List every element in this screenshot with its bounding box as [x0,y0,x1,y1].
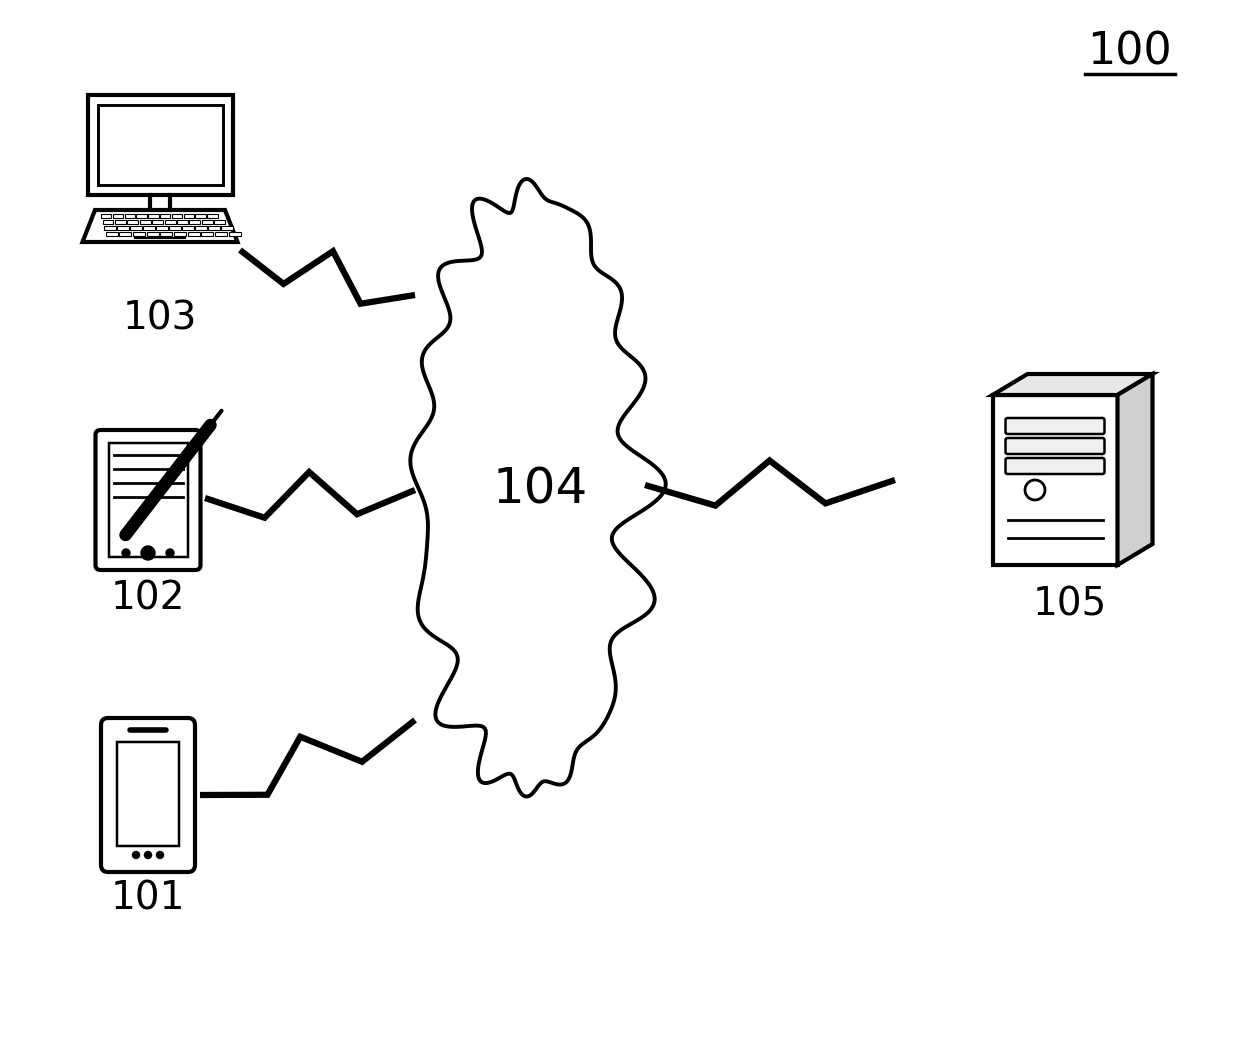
Bar [152,220,163,224]
Polygon shape [411,179,666,796]
Bar [993,395,1117,565]
FancyBboxPatch shape [1005,438,1105,454]
Text: 101: 101 [111,880,185,918]
Bar [143,226,154,230]
Bar [195,226,207,230]
Bar [174,232,186,236]
Bar [160,232,173,236]
Bar [147,232,159,236]
Bar [97,105,222,185]
Bar [112,214,123,218]
Bar [228,232,240,236]
Bar [215,232,227,236]
Bar [125,214,134,218]
Bar [169,226,181,230]
Bar [165,220,175,224]
Bar [102,220,113,224]
Bar [195,214,206,218]
Bar [178,220,187,224]
Bar [120,232,132,236]
Bar [160,214,170,218]
Bar [222,226,233,230]
Bar [115,220,126,224]
Bar [88,95,233,195]
FancyBboxPatch shape [101,718,195,872]
Text: 100: 100 [1088,30,1173,74]
Bar [190,220,201,224]
Polygon shape [83,210,238,242]
Bar [215,220,226,224]
Bar [137,214,147,218]
Circle shape [1025,480,1046,500]
Bar [202,220,213,224]
Text: 103: 103 [123,300,197,338]
Bar [157,226,168,230]
Circle shape [132,852,139,859]
Bar [131,226,142,230]
Bar [101,214,111,218]
Bar [127,220,138,224]
Text: 105: 105 [1033,585,1107,623]
Circle shape [166,549,174,557]
FancyBboxPatch shape [95,430,201,570]
Bar [117,226,128,230]
FancyBboxPatch shape [1005,458,1105,474]
Bar [104,226,116,230]
Bar [184,214,194,218]
Circle shape [141,545,155,560]
Bar [139,220,150,224]
Bar [133,232,145,236]
Bar [109,443,187,557]
Circle shape [144,852,152,859]
Bar [106,232,117,236]
Bar [187,232,200,236]
Bar [182,226,194,230]
Bar [208,226,219,230]
Bar [171,214,182,218]
Polygon shape [1117,374,1153,565]
Bar [207,214,217,218]
Polygon shape [993,374,1153,395]
Bar [117,742,179,846]
Text: 102: 102 [111,580,185,618]
Circle shape [122,549,129,557]
FancyBboxPatch shape [1005,418,1105,434]
Bar [201,232,213,236]
Bar [148,214,159,218]
Circle shape [157,852,164,859]
Text: 104: 104 [492,466,588,514]
